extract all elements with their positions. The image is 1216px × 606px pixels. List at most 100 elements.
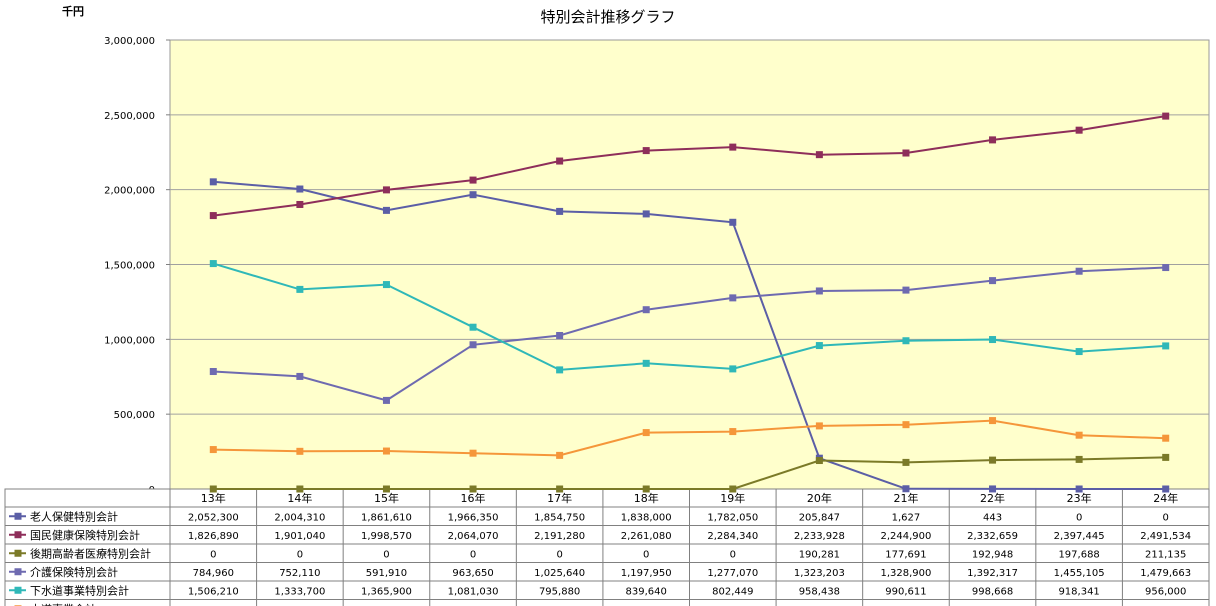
data-point — [556, 485, 564, 493]
data-label: 1,627 — [892, 512, 921, 523]
data-point — [902, 485, 910, 493]
series-line — [213, 115, 1166, 217]
data-label: 1,323,203 — [794, 568, 845, 579]
data-label: 963,650 — [452, 568, 493, 579]
data-point — [989, 485, 997, 493]
data-label: 0 — [297, 549, 303, 560]
data-label: 1,998,570 — [361, 531, 412, 542]
table-frame — [4, 488, 1210, 606]
data-point — [382, 396, 390, 404]
data-label: 211,135 — [1145, 549, 1186, 560]
data-point — [989, 277, 997, 285]
data-point — [382, 281, 390, 289]
series-line — [213, 266, 1166, 402]
data-point — [296, 185, 304, 193]
x-category-label: 22年 — [980, 491, 1005, 505]
data-point — [469, 323, 477, 331]
data-point — [469, 341, 477, 349]
data-point — [209, 178, 217, 186]
x-category-label: 14年 — [287, 491, 312, 505]
y-tick-label: 500,000 — [114, 410, 155, 421]
y-tick-label: 2,500,000 — [104, 111, 155, 122]
data-point — [902, 337, 910, 345]
data-label: 2,052,300 — [188, 512, 239, 523]
data-point — [815, 151, 823, 159]
data-label: 0 — [1163, 512, 1169, 523]
data-label: 457,180 — [972, 605, 1013, 606]
legend-label: 水道事業会計 — [30, 602, 96, 606]
data-label: 1,328,900 — [881, 568, 932, 579]
data-point — [296, 372, 304, 380]
data-point — [209, 212, 217, 220]
legend-label: 介護保険特別会計 — [30, 565, 118, 579]
x-category-label: 19年 — [720, 491, 745, 505]
data-point — [642, 359, 650, 367]
data-label: 956,000 — [1145, 586, 1186, 597]
series-line — [213, 262, 1166, 371]
data-point — [209, 446, 217, 454]
data-label: 251,722 — [279, 605, 320, 606]
data-label: 958,438 — [799, 586, 840, 597]
data-label: 192,948 — [972, 549, 1013, 560]
data-label: 2,397,445 — [1054, 531, 1105, 542]
data-label: 1,966,350 — [448, 512, 499, 523]
data-label: 2,064,070 — [448, 531, 499, 542]
x-category-label: 23年 — [1067, 491, 1092, 505]
data-point — [729, 143, 737, 151]
data-label: 239,269 — [452, 605, 493, 606]
data-label: 1,479,663 — [1140, 568, 1191, 579]
gridlines — [170, 114, 1209, 415]
data-table: 13年 14年 15年 16年 17年 18年 19年 20年 21年 22年 23年 24年老人保健… — [4, 488, 1210, 606]
data-label: 2,191,280 — [534, 531, 585, 542]
data-label: 253,677 — [366, 605, 407, 606]
data-point — [989, 417, 997, 425]
data-label: 1,506,210 — [188, 586, 239, 597]
data-point — [815, 342, 823, 350]
data-label: 1,081,030 — [448, 586, 499, 597]
legend-marker — [14, 568, 22, 576]
data-point — [815, 422, 823, 430]
data-label: 383,761 — [712, 605, 753, 606]
data-label: 1,392,317 — [967, 568, 1018, 579]
data-point — [642, 306, 650, 314]
data-point — [729, 294, 737, 302]
data-point — [1075, 348, 1083, 356]
data-point — [209, 260, 217, 268]
data-label: 1,333,700 — [274, 586, 325, 597]
data-label: 0 — [730, 549, 736, 560]
series-line — [213, 180, 1166, 490]
data-point — [556, 331, 564, 339]
data-point — [989, 336, 997, 344]
data-point — [1075, 267, 1083, 275]
data-label: 2,332,659 — [967, 531, 1018, 542]
data-point — [642, 147, 650, 155]
data-label: 0 — [1076, 512, 1082, 523]
data-label: 1,901,040 — [274, 531, 325, 542]
data-label: 2,284,340 — [707, 531, 758, 542]
data-point — [729, 365, 737, 373]
data-label: 2,491,534 — [1140, 531, 1191, 542]
data-point — [815, 457, 823, 465]
data-point — [729, 218, 737, 226]
data-label: 177,691 — [885, 549, 926, 560]
data-point — [642, 485, 650, 493]
data-point — [469, 176, 477, 184]
data-point — [382, 447, 390, 455]
x-category-label: 13年 — [201, 491, 226, 505]
data-point — [556, 207, 564, 215]
data-label: 443 — [983, 512, 1002, 523]
data-point — [209, 485, 217, 493]
data-label: 1,838,000 — [621, 512, 672, 523]
data-label: 263,561 — [193, 605, 234, 606]
x-category-label: 18年 — [634, 491, 659, 505]
unit-label: 千円 — [62, 4, 84, 18]
data-label: 2,244,900 — [881, 531, 932, 542]
data-label: 1,854,750 — [534, 512, 585, 523]
data-label: 1,277,070 — [707, 568, 758, 579]
data-label: 0 — [643, 549, 649, 560]
data-label: 376,960 — [626, 605, 667, 606]
data-label: 0 — [210, 549, 216, 560]
data-point — [296, 285, 304, 293]
data-point — [382, 485, 390, 493]
data-point — [729, 428, 737, 436]
